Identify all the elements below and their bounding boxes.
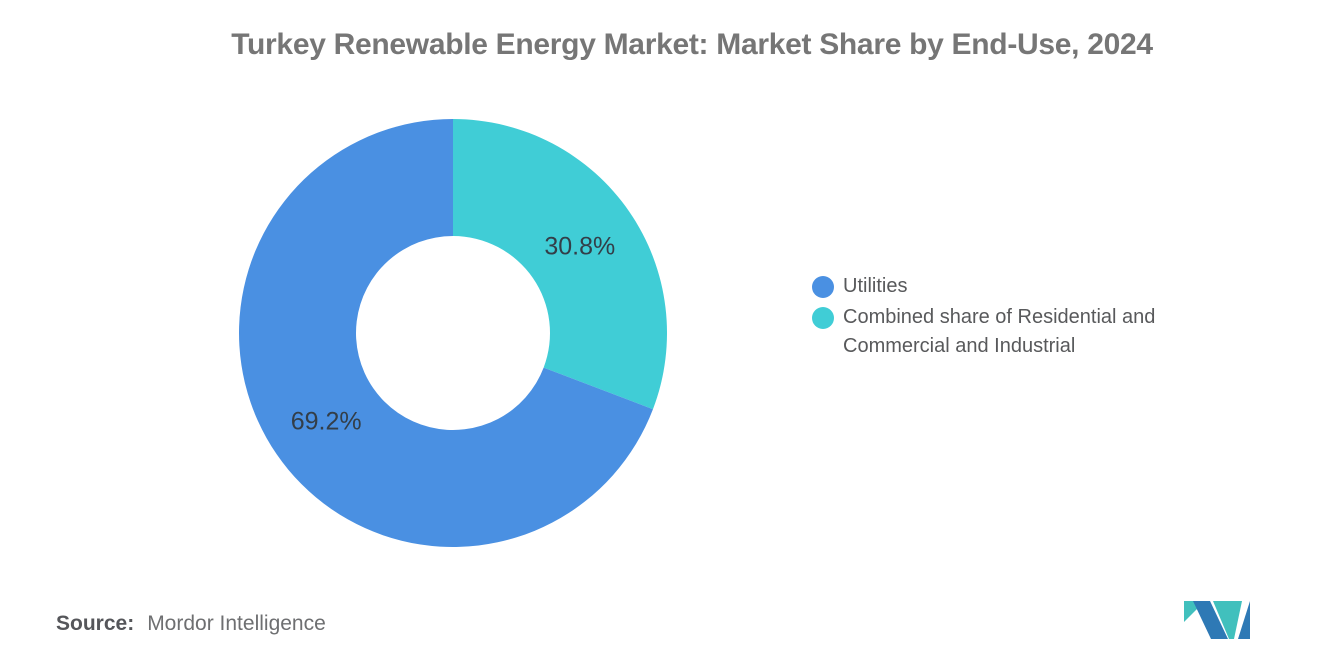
legend-item-utilities[interactable]: Utilities <box>812 272 1211 301</box>
donut-chart: 30.8% 69.2% <box>239 119 668 547</box>
mordor-intelligence-logo <box>1184 601 1250 639</box>
legend: Utilities Combined share of Residential … <box>812 272 1211 363</box>
logo-blue-triangle <box>1238 601 1250 639</box>
donut-svg: 30.8% 69.2% <box>239 119 668 547</box>
donut-slice-0[interactable] <box>239 119 653 547</box>
source-attribution: Source: Mordor Intelligence <box>56 612 326 636</box>
source-label: Source: <box>56 612 135 635</box>
logo-teal-stripe <box>1213 601 1242 639</box>
logo-blue-stripe <box>1193 601 1228 639</box>
legend-item-combined[interactable]: Combined share of Residential and Commer… <box>812 303 1211 361</box>
chart-title: Turkey Renewable Energy Market: Market S… <box>231 28 1153 61</box>
donut-slice-1[interactable] <box>453 119 668 410</box>
source-value: Mordor Intelligence <box>147 612 326 635</box>
slice-label-1: 30.8% <box>544 233 615 261</box>
legend-marker-utilities-icon <box>812 276 834 298</box>
legend-marker-combined-icon <box>812 307 834 329</box>
slice-label-0: 69.2% <box>291 407 362 435</box>
legend-label-utilities: Utilities <box>843 275 908 297</box>
legend-label-combined: Combined share of Residential and Commer… <box>843 306 1156 357</box>
